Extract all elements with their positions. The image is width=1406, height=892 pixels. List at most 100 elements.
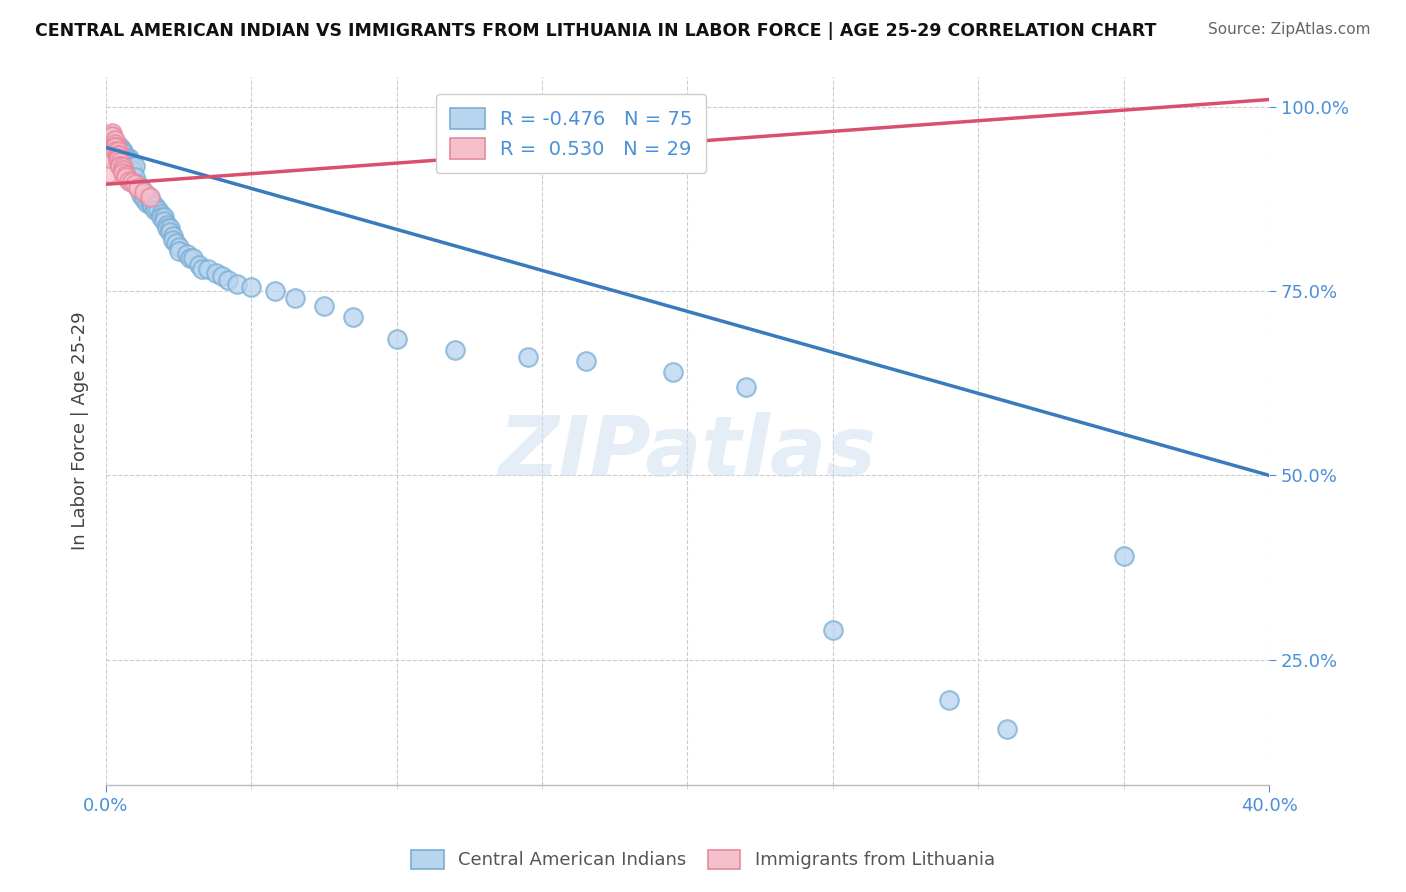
Point: [112, 162, 135, 177]
Point: [112, 145, 135, 160]
Point: [129, 188, 152, 202]
Point: [110, 140, 132, 154]
Point: [143, 202, 166, 217]
Point: [938, 693, 960, 707]
Point: [100, 126, 122, 140]
Point: [129, 181, 152, 195]
Text: Source: ZipAtlas.com: Source: ZipAtlas.com: [1208, 22, 1371, 37]
Point: [110, 144, 132, 158]
Y-axis label: In Labor Force | Age 25-29: In Labor Force | Age 25-29: [72, 312, 89, 550]
Point: [124, 178, 146, 192]
Point: [153, 214, 176, 228]
Point: [575, 354, 598, 368]
Point: [121, 159, 143, 173]
Point: [162, 233, 184, 247]
Point: [107, 148, 129, 162]
Point: [312, 299, 335, 313]
Point: [138, 195, 160, 210]
Point: [132, 192, 155, 206]
Point: [104, 136, 127, 151]
Point: [217, 273, 239, 287]
Point: [150, 207, 173, 221]
Point: [138, 192, 160, 206]
Point: [443, 343, 465, 357]
Point: [132, 185, 155, 199]
Point: [148, 202, 170, 217]
Legend: Central American Indians, Immigrants from Lithuania: Central American Indians, Immigrants fro…: [402, 840, 1004, 879]
Point: [124, 169, 146, 184]
Text: CENTRAL AMERICAN INDIAN VS IMMIGRANTS FROM LITHUANIA IN LABOR FORCE | AGE 25-29 : CENTRAL AMERICAN INDIAN VS IMMIGRANTS FR…: [35, 22, 1157, 40]
Point: [263, 284, 285, 298]
Point: [821, 623, 844, 637]
Point: [110, 148, 132, 162]
Point: [150, 211, 173, 225]
Point: [118, 173, 141, 187]
Point: [159, 221, 181, 235]
Point: [167, 240, 190, 254]
Point: [162, 228, 184, 243]
Point: [124, 159, 146, 173]
Point: [135, 188, 157, 202]
Point: [118, 153, 141, 167]
Point: [121, 162, 143, 177]
Text: ZIPatlas: ZIPatlas: [499, 412, 876, 492]
Point: [107, 140, 129, 154]
Point: [205, 266, 228, 280]
Point: [97, 166, 120, 180]
Point: [127, 181, 149, 195]
Point: [734, 380, 756, 394]
Point: [97, 152, 120, 166]
Point: [240, 280, 263, 294]
Point: [112, 166, 135, 180]
Point: [104, 144, 127, 158]
Point: [127, 181, 149, 195]
Point: [115, 153, 138, 167]
Point: [141, 199, 163, 213]
Point: [107, 153, 129, 167]
Point: [385, 332, 408, 346]
Point: [156, 221, 179, 235]
Point: [100, 129, 122, 144]
Point: [104, 136, 127, 151]
Point: [132, 188, 155, 202]
Point: [107, 144, 129, 158]
Point: [127, 178, 149, 192]
Point: [112, 144, 135, 158]
Point: [115, 152, 138, 166]
Legend: R = -0.476   N = 75, R =  0.530   N = 29: R = -0.476 N = 75, R = 0.530 N = 29: [436, 95, 706, 172]
Point: [516, 351, 538, 365]
Point: [141, 195, 163, 210]
Point: [165, 236, 187, 251]
Point: [225, 277, 247, 291]
Point: [112, 152, 135, 166]
Point: [104, 140, 127, 154]
Point: [121, 175, 143, 189]
Point: [159, 225, 181, 239]
Point: [191, 262, 214, 277]
Point: [1112, 549, 1135, 564]
Point: [138, 190, 160, 204]
Point: [342, 310, 364, 324]
Point: [104, 140, 127, 154]
Point: [107, 144, 129, 158]
Point: [284, 292, 307, 306]
Point: [132, 188, 155, 202]
Point: [135, 195, 157, 210]
Point: [167, 244, 190, 258]
Point: [188, 258, 211, 272]
Point: [107, 148, 129, 162]
Point: [112, 152, 135, 166]
Point: [100, 129, 122, 144]
Point: [104, 133, 127, 147]
Point: [115, 169, 138, 184]
Point: [112, 161, 135, 175]
Point: [156, 218, 179, 232]
Point: [115, 168, 138, 182]
Point: [153, 211, 176, 225]
Point: [143, 199, 166, 213]
Point: [100, 136, 122, 151]
Point: [118, 155, 141, 169]
Point: [176, 247, 198, 261]
Point: [211, 269, 233, 284]
Point: [179, 251, 201, 265]
